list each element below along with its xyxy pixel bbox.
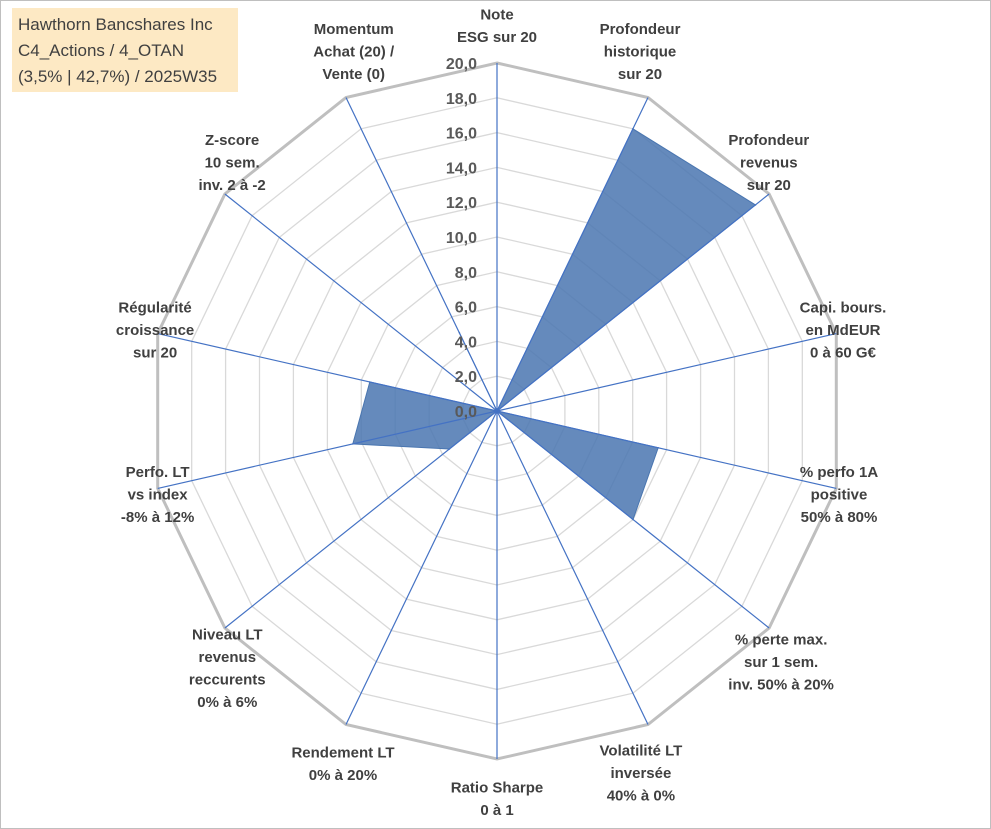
axis-label-line: 0 à 60 G€ — [810, 344, 877, 361]
axis-label-group: % perfo 1A positive 50% à 80% — [800, 464, 879, 526]
axis-label-line: Z-score — [205, 132, 259, 149]
axis-label-line: 10 sem. — [205, 155, 260, 172]
axis-label-group: Z-score 10 sem. inv. 2 à -2 — [198, 132, 265, 194]
axis-label-line: Note — [480, 7, 513, 24]
series-area — [352, 128, 757, 521]
axis-label-group: Rendement LT 0% à 20% — [291, 745, 394, 785]
axis-spoke — [345, 410, 498, 725]
axis-label-group: Perfo. LT vs index -8% à 12% — [121, 464, 194, 526]
tick-label: 0,0 — [455, 404, 477, 421]
axis-label-line: sur 20 — [747, 177, 791, 194]
axis-label-line: sur 20 — [618, 66, 662, 83]
axis-label-line: Momentum — [314, 21, 394, 38]
axis-label-line: Rendement LT — [291, 745, 394, 762]
axis-label-line: vs index — [128, 487, 189, 504]
tick-label: 18,0 — [446, 91, 477, 108]
radar-axis-labels: Note ESG sur 20 Profondeur historique sur 20… — [116, 7, 886, 820]
axis-label-line: positive — [811, 487, 868, 504]
tick-label: 8,0 — [455, 265, 477, 282]
tick-label: 4,0 — [455, 334, 477, 351]
chart-title-box: Hawthorn Bancshares Inc C4_Actions / 4_O… — [12, 8, 238, 92]
axis-label-line: 50% à 80% — [801, 509, 878, 526]
axis-label-line: Perfo. LT — [126, 464, 190, 481]
axis-label-group: Régularité croissance sur 20 — [116, 299, 194, 361]
tick-label: 14,0 — [446, 160, 477, 177]
axis-label-group: Momentum Achat (20) / Vente (0) — [313, 21, 395, 83]
radar-tick-labels: 0,0 2,0 4,0 6,0 8,0 10,0 12,0 14,0 16,0 18,0 20,0 — [446, 56, 477, 421]
axis-label-line: sur 20 — [133, 344, 177, 361]
tick-label: 2,0 — [455, 369, 477, 386]
axis-label-line: Achat (20) / — [313, 44, 395, 61]
axis-label-line: sur 1 sem. — [744, 654, 818, 671]
axis-label-line: Profondeur — [728, 132, 809, 149]
axis-label-line: Capi. bours. — [800, 299, 887, 316]
axis-label-group: % perte max. sur 1 sem. inv. 50% à 20% — [728, 631, 834, 693]
axis-label-group: Volatilité LT inversée 40% à 0% — [600, 743, 683, 805]
axis-spoke — [496, 410, 649, 725]
axis-label-line: 40% à 0% — [607, 788, 675, 805]
axis-spoke — [157, 410, 498, 489]
axis-label-line: 0 à 1 — [480, 802, 513, 819]
tick-label: 6,0 — [455, 300, 477, 317]
axis-label-line: Ratio Sharpe — [451, 780, 544, 797]
axis-label-line: historique — [604, 44, 677, 61]
axis-label-line: Vente (0) — [322, 66, 385, 83]
axis-spoke — [157, 333, 498, 412]
radar-spokes — [157, 63, 837, 759]
axis-spoke — [496, 193, 770, 412]
axis-label-line: Niveau LT — [192, 626, 263, 643]
axis-spoke — [345, 97, 498, 412]
score-summary: (3,5% | 42,7%) / 2025W35 — [18, 67, 218, 86]
axis-spoke — [224, 193, 498, 412]
axis-label-line: inv. 2 à -2 — [198, 177, 265, 194]
axis-label-line: en MdEUR — [806, 322, 881, 339]
axis-spoke — [224, 410, 498, 629]
axis-label-line: 0% à 6% — [197, 694, 257, 711]
axis-label-group: Capi. bours. en MdEUR 0 à 60 G€ — [800, 299, 887, 361]
axis-label-line: inv. 50% à 20% — [728, 676, 834, 693]
category-path: C4_Actions / 4_OTAN — [18, 41, 184, 60]
axis-label-group: Profondeur revenus sur 20 — [728, 132, 809, 194]
axis-label-line: 0% à 20% — [309, 767, 377, 784]
axis-label-group: Niveau LT revenus reccurents 0% à 6% — [189, 626, 266, 711]
axis-label-group: Ratio Sharpe 0 à 1 — [451, 780, 544, 820]
tick-label: 12,0 — [446, 195, 477, 212]
tick-label: 16,0 — [446, 126, 477, 143]
axis-label-line: inversée — [610, 765, 671, 782]
axis-label-line: revenus — [740, 155, 798, 172]
axis-label-line: ESG sur 20 — [457, 29, 537, 46]
axis-label-line: revenus — [199, 649, 257, 666]
axis-label-line: croissance — [116, 322, 194, 339]
axis-spoke — [496, 97, 649, 412]
axis-label-line: % perfo 1A — [800, 464, 879, 481]
axis-label-line: Régularité — [118, 299, 191, 316]
axis-spoke — [496, 410, 770, 629]
axis-spoke — [496, 410, 837, 489]
axis-label-group: Note ESG sur 20 — [457, 7, 537, 47]
axis-label-line: reccurents — [189, 671, 266, 688]
axis-label-line: Profondeur — [600, 21, 681, 38]
axis-label-group: Profondeur historique sur 20 — [600, 21, 681, 83]
axis-label-line: % perte max. — [735, 631, 828, 648]
axis-spoke — [496, 333, 837, 412]
tick-label: 10,0 — [446, 230, 477, 247]
tick-label: 20,0 — [446, 56, 477, 73]
company-name: Hawthorn Bancshares Inc — [18, 15, 213, 34]
axis-label-line: Volatilité LT — [600, 743, 683, 760]
axis-label-line: -8% à 12% — [121, 509, 194, 526]
